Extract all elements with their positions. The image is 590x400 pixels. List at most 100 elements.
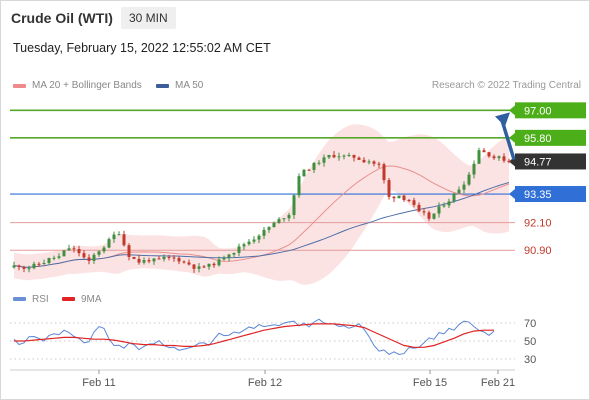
candle-body bbox=[437, 206, 441, 214]
candle-body bbox=[337, 156, 341, 158]
level-label-94.77: 94.77 bbox=[524, 156, 552, 168]
candle-body bbox=[267, 227, 271, 230]
level-tag-95.80 bbox=[515, 129, 586, 146]
candle-body bbox=[252, 239, 256, 242]
ma50-line bbox=[13, 181, 510, 268]
candle-body bbox=[377, 163, 381, 165]
candle-body bbox=[232, 252, 236, 255]
candle-body bbox=[407, 200, 411, 202]
bollinger-swatch-icon bbox=[13, 83, 26, 88]
candle-body bbox=[202, 266, 206, 268]
forecast-arrowhead-icon bbox=[495, 112, 510, 127]
level-tag-97.00 bbox=[515, 102, 586, 119]
candle-body bbox=[167, 256, 171, 258]
candle-body bbox=[392, 196, 396, 199]
rsi-ma-swatch-icon bbox=[62, 297, 75, 301]
candle-body bbox=[427, 212, 431, 219]
candle-body bbox=[397, 195, 401, 199]
candle-body bbox=[32, 263, 36, 269]
candle-body bbox=[287, 215, 291, 219]
candle-body bbox=[417, 204, 421, 212]
candle-body bbox=[412, 200, 416, 205]
datetime-label: Tuesday, February 15, 2022 12:55:02 AM C… bbox=[13, 41, 271, 55]
candle-body bbox=[322, 157, 326, 163]
legend-rsi-ma-label: 9MA bbox=[81, 294, 102, 305]
candle-body bbox=[147, 260, 151, 262]
candle-body bbox=[502, 156, 506, 161]
legend-ma50: MA 50 bbox=[156, 80, 203, 91]
candle-body bbox=[42, 263, 46, 265]
candle-body bbox=[37, 263, 41, 265]
candle-body bbox=[92, 254, 96, 261]
candle-body bbox=[472, 163, 476, 175]
candle-body bbox=[432, 213, 436, 219]
candle-body bbox=[97, 251, 101, 255]
candle-body bbox=[342, 155, 346, 157]
instrument-title: Crude Oil (WTI) bbox=[11, 10, 113, 26]
rsi-tick-30: 30 bbox=[524, 354, 536, 366]
candle-body bbox=[262, 229, 266, 236]
candle-body bbox=[132, 256, 136, 259]
candle-body bbox=[347, 155, 351, 157]
candle-body bbox=[87, 257, 91, 261]
candle-body bbox=[462, 184, 466, 190]
candle-body bbox=[497, 156, 501, 159]
candle-body bbox=[177, 257, 181, 262]
legend-bollinger: MA 20 + Bollinger Bands bbox=[13, 80, 142, 91]
candle-body bbox=[452, 193, 456, 202]
candle-body bbox=[297, 176, 301, 196]
candle-body bbox=[27, 268, 31, 270]
candle-body bbox=[187, 262, 191, 265]
level-tag-pointer-icon bbox=[509, 189, 515, 200]
candle-body bbox=[422, 211, 426, 213]
x-tick-label: Feb 15 bbox=[413, 377, 447, 389]
candle-body bbox=[447, 201, 451, 206]
level-tag-93.35 bbox=[515, 186, 586, 203]
candle-body bbox=[57, 256, 61, 258]
candle-body bbox=[122, 234, 126, 246]
rsi-swatch-icon bbox=[13, 297, 26, 301]
candle-body bbox=[247, 241, 251, 245]
candle-body bbox=[317, 162, 321, 164]
candle-body bbox=[352, 155, 356, 158]
candle-body bbox=[457, 189, 461, 194]
candle-body bbox=[227, 254, 231, 258]
candle-body bbox=[197, 266, 201, 269]
forecast-arrow-line bbox=[500, 119, 516, 160]
candle-body bbox=[22, 267, 26, 269]
legend-bollinger-label: MA 20 + Bollinger Bands bbox=[32, 80, 142, 91]
candle-body bbox=[77, 249, 81, 254]
candle-body bbox=[332, 154, 336, 158]
candle-body bbox=[242, 244, 246, 247]
candle-body bbox=[487, 152, 491, 157]
candle-body bbox=[367, 161, 371, 163]
candle-body bbox=[107, 239, 111, 248]
candle-body bbox=[82, 253, 86, 258]
candle-body bbox=[307, 169, 311, 171]
candle-body bbox=[212, 263, 216, 266]
rsi-tick-50: 50 bbox=[524, 336, 536, 348]
candle-body bbox=[237, 246, 241, 253]
candle-body bbox=[492, 156, 496, 159]
candle-body bbox=[402, 195, 406, 201]
candle-body bbox=[127, 245, 131, 257]
candle-body bbox=[442, 205, 446, 207]
candle-body bbox=[67, 248, 71, 251]
level-tag-94.77 bbox=[515, 153, 586, 170]
candle-body bbox=[47, 257, 51, 264]
candle-body bbox=[12, 265, 16, 268]
candle-body bbox=[327, 154, 331, 158]
candle-body bbox=[357, 157, 361, 160]
candle-body bbox=[192, 264, 196, 269]
candle-body bbox=[117, 234, 121, 236]
candle-body bbox=[467, 174, 471, 185]
candle-body bbox=[382, 164, 386, 181]
candle-body bbox=[292, 195, 296, 216]
candle-body bbox=[362, 159, 366, 163]
candle-body bbox=[142, 260, 146, 263]
rsi-line bbox=[13, 318, 495, 355]
timeframe-button[interactable]: 30 MIN bbox=[121, 7, 176, 29]
candle-body bbox=[157, 258, 161, 260]
candle-body bbox=[372, 161, 376, 164]
